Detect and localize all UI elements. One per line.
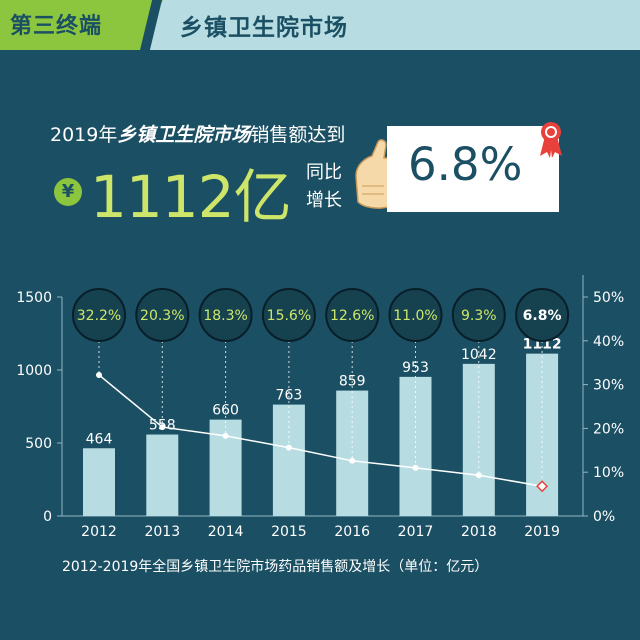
section-tag — [0, 0, 163, 50]
growth-point — [222, 432, 229, 439]
x-tick-label: 2017 — [398, 524, 434, 540]
x-tick-label: 2012 — [81, 524, 117, 540]
growth-bubble — [135, 288, 190, 342]
growth-bubble — [388, 288, 443, 342]
bar-value-label: 1042 — [461, 347, 497, 363]
growth-bubble — [515, 288, 570, 342]
bar-value-label: 464 — [86, 431, 113, 447]
y-tick-label-right: 10% — [593, 465, 624, 481]
x-tick-label: 2019 — [524, 524, 560, 540]
growth-label: 11.0% — [393, 308, 437, 324]
growth-bubble — [451, 288, 506, 342]
growth-card — [387, 126, 559, 212]
growth-bubble — [261, 288, 316, 342]
y-tick-label-right: 40% — [593, 334, 624, 350]
growth-point — [159, 424, 166, 431]
growth-label: 9.3% — [461, 308, 497, 324]
x-tick-label: 2016 — [334, 524, 370, 540]
award-ribbon-icon — [540, 122, 562, 158]
bar — [462, 363, 495, 516]
y-tick-label-left: 1000 — [16, 363, 52, 379]
bar — [272, 404, 305, 516]
section-tag-label: 第三终端 — [10, 14, 103, 39]
growth-point — [349, 457, 356, 464]
growth-label: 32.2% — [77, 308, 121, 324]
y-tick-label-left: 1500 — [16, 290, 52, 306]
currency-icon: ¥ — [54, 178, 82, 206]
growth-bubble — [325, 288, 380, 342]
page-title: 乡镇卫生院市场 — [180, 15, 348, 41]
chart-caption: 2012-2019年全国乡镇卫生院市场药品销售额及增长（单位：亿元） — [62, 559, 489, 575]
headline: 2019年乡镇卫生院市场销售额达到 — [50, 120, 345, 147]
growth-label: 6.8% — [523, 308, 562, 324]
x-tick-label: 2015 — [271, 524, 307, 540]
y-tick-label-right: 0% — [593, 509, 615, 525]
x-tick-label: 2014 — [208, 524, 244, 540]
headline-suffix: 销售额达到 — [250, 124, 346, 146]
y-tick-label-left: 500 — [25, 436, 52, 452]
growth-line — [98, 374, 543, 487]
y-tick-label-right: 30% — [593, 378, 624, 394]
bar — [146, 434, 179, 516]
growth-point — [96, 371, 102, 378]
bar — [336, 390, 369, 516]
growth-point — [536, 480, 549, 493]
growth-value: 6.8% — [408, 138, 523, 191]
sales-growth-chart: 0500100015000%10%20%30%40%50%46420125582… — [16, 275, 624, 540]
x-tick-label: 2013 — [144, 524, 180, 540]
growth-label: 18.3% — [203, 308, 247, 324]
bar-value-label: 660 — [212, 403, 239, 419]
growth-label: 20.3% — [140, 308, 184, 324]
growth-point — [285, 444, 292, 451]
headline-prefix: 2019年 — [50, 124, 118, 146]
x-tick-label: 2018 — [461, 524, 497, 540]
growth-label: 12.6% — [330, 308, 374, 324]
yoy-label-line1: 同比 — [306, 162, 342, 183]
bar-value-label: 763 — [276, 388, 303, 404]
sales-amount: 1112亿 — [90, 163, 292, 231]
headline-highlight: 乡镇卫生院市场 — [117, 124, 251, 146]
bar — [83, 448, 115, 516]
growth-bubble — [198, 288, 253, 342]
growth-point — [475, 472, 482, 479]
growth-point — [412, 464, 419, 471]
y-tick-label-right: 20% — [593, 421, 624, 437]
yoy-label-line2: 增长 — [306, 190, 342, 211]
bar-value-label: 1112 — [523, 337, 562, 353]
y-tick-label-left: 0 — [43, 509, 52, 525]
growth-label: 15.6% — [267, 308, 311, 324]
growth-bubble — [72, 288, 126, 342]
y-tick-label-right: 50% — [593, 290, 624, 306]
